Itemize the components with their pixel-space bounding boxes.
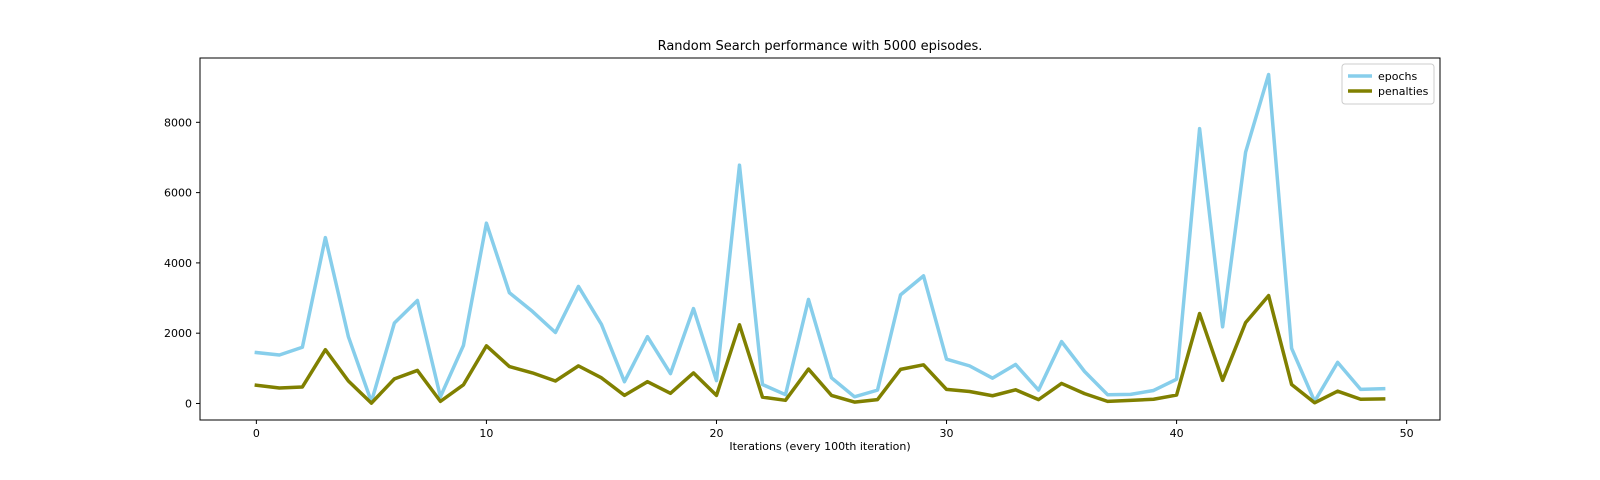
x-tick-label: 30 xyxy=(940,427,954,440)
y-tick-label: 0 xyxy=(185,397,192,410)
series-layer xyxy=(254,72,1386,405)
x-axis: 0 10 20 30 40 50 xyxy=(253,420,1414,440)
legend-box xyxy=(1341,63,1435,105)
y-tick-label: 2000 xyxy=(164,327,192,340)
plot-frame xyxy=(199,57,1441,421)
legend-label-penalties: penalties xyxy=(1378,85,1429,98)
legend: epochs penalties xyxy=(1341,63,1435,105)
x-tick-label: 10 xyxy=(479,427,493,440)
x-tick-label: 20 xyxy=(709,427,723,440)
y-tick-label: 6000 xyxy=(164,187,192,200)
y-tick-label: 4000 xyxy=(164,257,192,270)
x-tick-label: 0 xyxy=(253,427,260,440)
chart-title: Random Search performance with 5000 epis… xyxy=(658,39,983,54)
legend-label-epochs: epochs xyxy=(1378,70,1417,83)
x-tick-label: 50 xyxy=(1400,427,1414,440)
x-axis-label: Iterations (every 100th iteration) xyxy=(729,440,910,453)
y-tick-label: 8000 xyxy=(164,116,192,129)
y-axis: 0 2000 4000 6000 8000 xyxy=(164,116,200,410)
x-tick-label: 40 xyxy=(1170,427,1184,440)
series-line-epochs xyxy=(254,72,1386,404)
series-line-penalties xyxy=(254,293,1386,405)
plot-background xyxy=(200,58,1440,420)
